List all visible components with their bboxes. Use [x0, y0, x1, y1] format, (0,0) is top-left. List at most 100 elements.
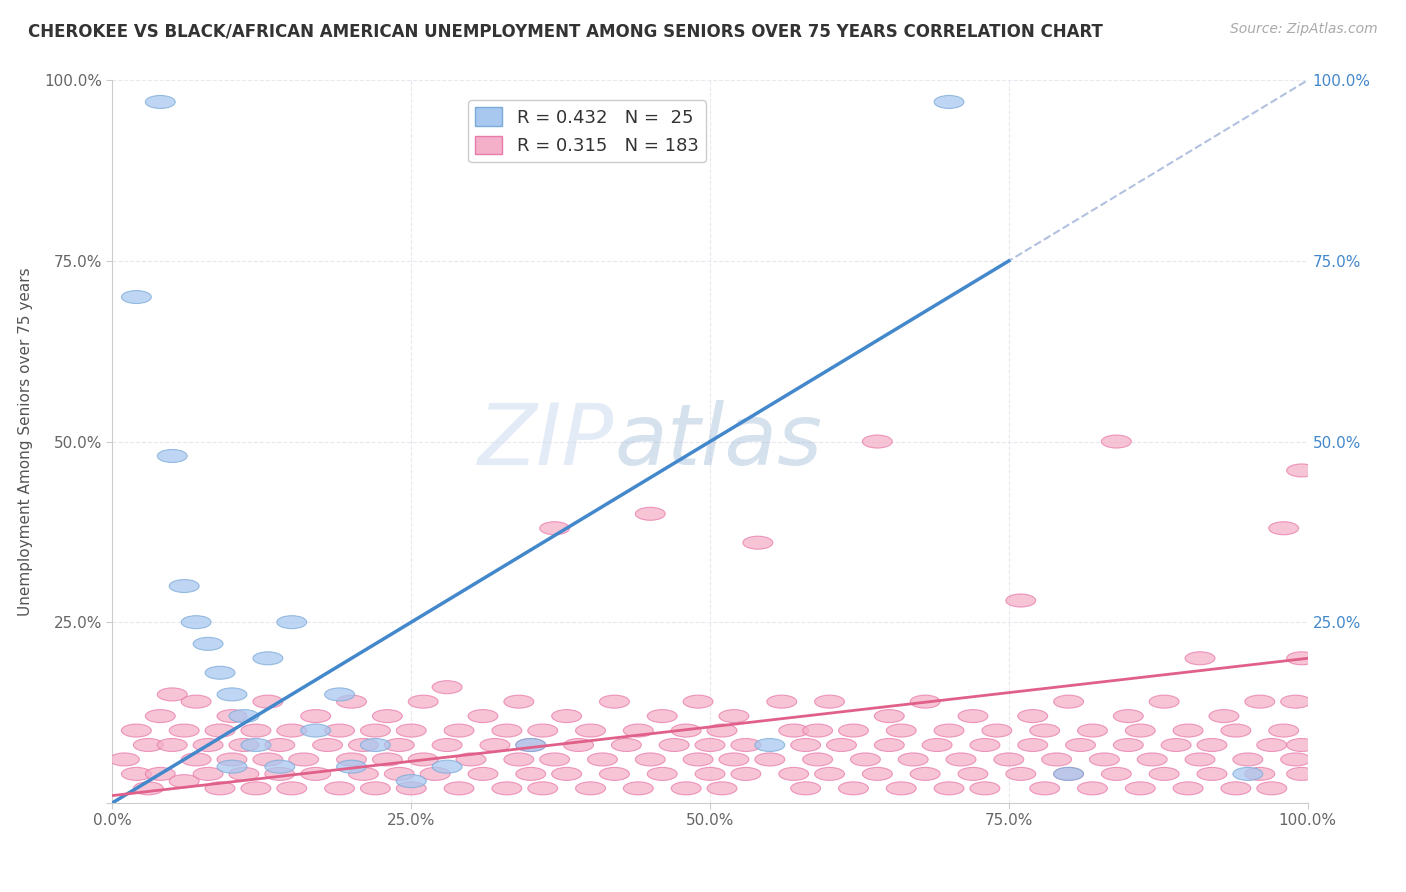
Ellipse shape [1053, 767, 1084, 780]
Ellipse shape [277, 724, 307, 737]
Ellipse shape [325, 782, 354, 795]
Ellipse shape [240, 739, 271, 751]
Ellipse shape [970, 739, 1000, 751]
Ellipse shape [575, 724, 606, 737]
Ellipse shape [1090, 753, 1119, 766]
Ellipse shape [1125, 724, 1156, 737]
Ellipse shape [277, 615, 307, 629]
Ellipse shape [647, 767, 678, 780]
Ellipse shape [384, 767, 415, 780]
Ellipse shape [157, 688, 187, 701]
Ellipse shape [731, 767, 761, 780]
Ellipse shape [264, 767, 295, 780]
Ellipse shape [301, 724, 330, 737]
Ellipse shape [492, 724, 522, 737]
Ellipse shape [145, 710, 176, 723]
Ellipse shape [779, 724, 808, 737]
Ellipse shape [157, 450, 187, 462]
Ellipse shape [803, 753, 832, 766]
Ellipse shape [707, 782, 737, 795]
Ellipse shape [432, 760, 463, 773]
Ellipse shape [910, 767, 941, 780]
Ellipse shape [1268, 724, 1299, 737]
Ellipse shape [373, 710, 402, 723]
Ellipse shape [1005, 594, 1036, 607]
Ellipse shape [193, 638, 224, 650]
Ellipse shape [301, 710, 330, 723]
Ellipse shape [181, 753, 211, 766]
Ellipse shape [671, 782, 702, 795]
Ellipse shape [1244, 767, 1275, 780]
Ellipse shape [217, 760, 247, 773]
Ellipse shape [432, 681, 463, 694]
Ellipse shape [253, 753, 283, 766]
Ellipse shape [325, 724, 354, 737]
Ellipse shape [193, 739, 224, 751]
Ellipse shape [957, 767, 988, 780]
Text: CHEROKEE VS BLACK/AFRICAN AMERICAN UNEMPLOYMENT AMONG SENIORS OVER 75 YEARS CORR: CHEROKEE VS BLACK/AFRICAN AMERICAN UNEMP… [28, 22, 1102, 40]
Ellipse shape [217, 688, 247, 701]
Ellipse shape [1209, 710, 1239, 723]
Ellipse shape [898, 753, 928, 766]
Ellipse shape [229, 767, 259, 780]
Ellipse shape [1286, 739, 1316, 751]
Text: atlas: atlas [614, 400, 823, 483]
Ellipse shape [838, 782, 869, 795]
Ellipse shape [647, 710, 678, 723]
Ellipse shape [838, 724, 869, 737]
Ellipse shape [336, 695, 367, 708]
Ellipse shape [862, 435, 893, 448]
Ellipse shape [492, 782, 522, 795]
Ellipse shape [193, 767, 224, 780]
Ellipse shape [360, 724, 391, 737]
Ellipse shape [240, 724, 271, 737]
Ellipse shape [110, 753, 139, 766]
Ellipse shape [229, 739, 259, 751]
Ellipse shape [205, 666, 235, 679]
Ellipse shape [169, 580, 200, 592]
Ellipse shape [444, 724, 474, 737]
Ellipse shape [1161, 739, 1191, 751]
Ellipse shape [957, 710, 988, 723]
Ellipse shape [599, 767, 630, 780]
Ellipse shape [420, 767, 450, 780]
Ellipse shape [1185, 753, 1215, 766]
Ellipse shape [205, 782, 235, 795]
Ellipse shape [1286, 652, 1316, 665]
Ellipse shape [1018, 710, 1047, 723]
Ellipse shape [205, 724, 235, 737]
Ellipse shape [336, 753, 367, 766]
Legend: R = 0.432   N =  25, R = 0.315   N = 183: R = 0.432 N = 25, R = 0.315 N = 183 [468, 100, 706, 162]
Ellipse shape [264, 760, 295, 773]
Ellipse shape [373, 753, 402, 766]
Ellipse shape [157, 739, 187, 751]
Ellipse shape [217, 753, 247, 766]
Ellipse shape [1149, 695, 1180, 708]
Ellipse shape [396, 774, 426, 788]
Ellipse shape [396, 782, 426, 795]
Ellipse shape [277, 782, 307, 795]
Ellipse shape [349, 767, 378, 780]
Ellipse shape [169, 724, 200, 737]
Ellipse shape [934, 95, 965, 109]
Ellipse shape [886, 782, 917, 795]
Ellipse shape [1185, 652, 1215, 665]
Ellipse shape [503, 695, 534, 708]
Ellipse shape [145, 767, 176, 780]
Ellipse shape [612, 739, 641, 751]
Ellipse shape [1018, 739, 1047, 751]
Ellipse shape [1149, 767, 1180, 780]
Ellipse shape [1244, 695, 1275, 708]
Ellipse shape [588, 753, 617, 766]
Ellipse shape [1173, 724, 1204, 737]
Ellipse shape [325, 688, 354, 701]
Ellipse shape [1101, 767, 1132, 780]
Text: Source: ZipAtlas.com: Source: ZipAtlas.com [1230, 22, 1378, 37]
Ellipse shape [1114, 710, 1143, 723]
Ellipse shape [360, 782, 391, 795]
Ellipse shape [349, 739, 378, 751]
Ellipse shape [934, 724, 965, 737]
Ellipse shape [814, 695, 845, 708]
Ellipse shape [790, 739, 821, 751]
Ellipse shape [396, 724, 426, 737]
